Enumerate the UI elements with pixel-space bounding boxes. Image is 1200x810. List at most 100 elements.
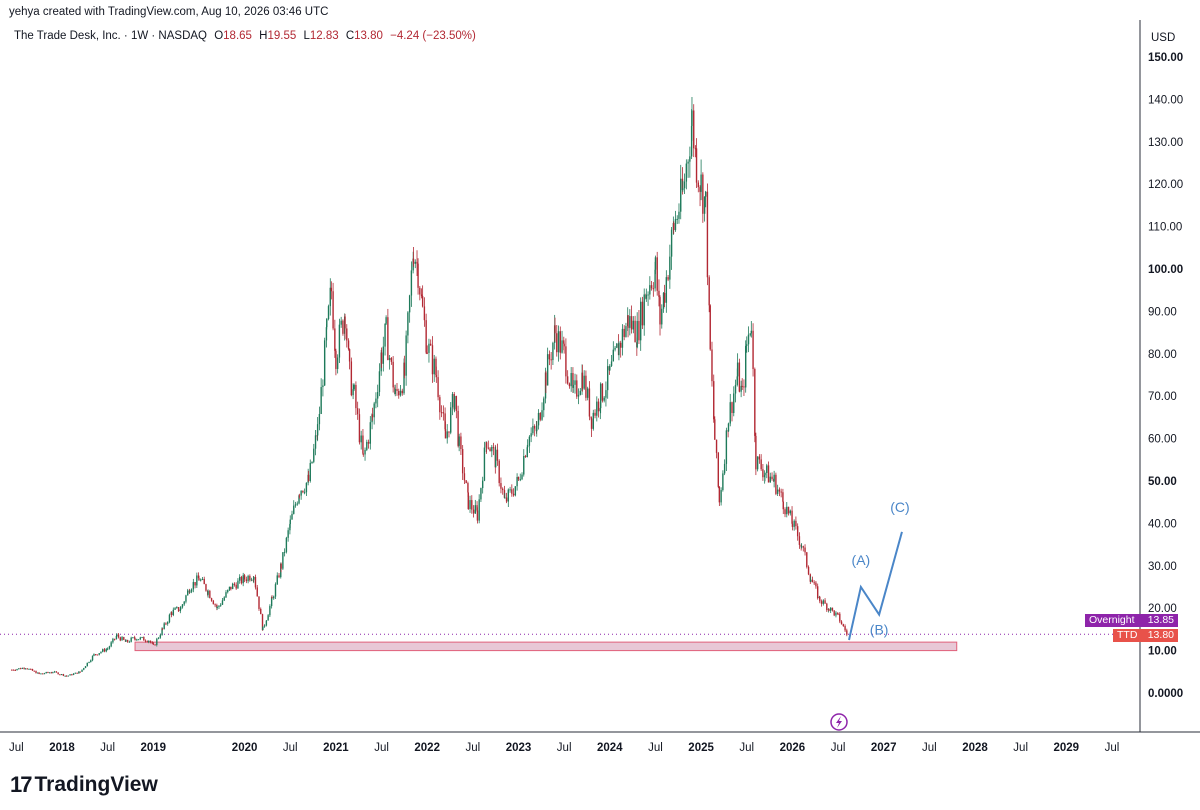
price-axis[interactable]: USD 150.00 140.00 130.00 120.00 110.00 100.00 9… — [1148, 32, 1183, 700]
candle-body — [465, 480, 467, 484]
candle-body — [250, 579, 253, 581]
candle-body — [313, 448, 315, 462]
candle-body — [334, 328, 336, 351]
candle-body — [588, 388, 591, 417]
candle-body — [260, 608, 262, 615]
candle-body — [189, 591, 191, 593]
candle-body — [21, 667, 24, 669]
candle-body — [183, 601, 185, 605]
candle-body — [231, 583, 234, 590]
candle-body — [198, 578, 200, 581]
candle-body — [35, 671, 37, 674]
candle-body — [366, 441, 368, 450]
candle-body — [713, 381, 715, 420]
candle-body — [463, 473, 466, 481]
candle-body — [149, 640, 152, 643]
candle-body — [444, 429, 447, 439]
candle-body — [577, 394, 580, 397]
candle-body — [844, 626, 846, 631]
candle-body — [358, 414, 361, 443]
candle-body — [605, 390, 607, 398]
candle-body — [798, 536, 801, 545]
candle-body — [152, 643, 154, 645]
candle-body — [693, 110, 695, 149]
candle-body — [714, 419, 716, 440]
candle-body — [342, 320, 344, 334]
candle-body — [811, 579, 814, 583]
wave-projection-layer: (A) (B) (C) — [848, 499, 910, 641]
candle-body — [314, 435, 317, 449]
candle-body — [144, 640, 147, 642]
attribution-text: yehya created with TradingView.com, Aug … — [9, 6, 329, 18]
candle-body — [846, 630, 848, 635]
candle-body — [216, 606, 218, 608]
candle-body — [38, 672, 40, 674]
symbol-name[interactable]: The Trade Desk, Inc. · 1W · NASDAQ — [14, 30, 207, 42]
candle-body — [428, 343, 430, 353]
x-tick-label: Jul — [283, 742, 298, 754]
high-label: H — [259, 30, 268, 42]
candle-body — [581, 372, 584, 389]
candle-body — [764, 472, 766, 476]
candle-body — [453, 395, 456, 410]
candle-body — [344, 316, 346, 329]
x-tick-label: Jul — [374, 742, 389, 754]
candle-body — [545, 372, 547, 386]
y-tick-label: 40.00 — [1148, 518, 1177, 530]
candle-body — [603, 397, 605, 401]
candle-body — [396, 389, 398, 391]
candle-body — [815, 582, 817, 587]
candle-body — [300, 490, 302, 496]
candle-body — [12, 669, 15, 671]
candle-body — [682, 188, 684, 191]
candle-body — [78, 671, 80, 674]
candle-body — [311, 461, 313, 464]
y-tick-label: 70.00 — [1148, 391, 1177, 403]
x-tick-label: 2025 — [688, 742, 714, 754]
candle-body — [619, 342, 622, 348]
candle-body — [399, 390, 402, 396]
candle-body — [623, 328, 625, 337]
candle-body — [327, 306, 330, 320]
candle-body — [346, 328, 348, 341]
candle-body — [532, 426, 534, 434]
candle-body — [746, 344, 748, 346]
x-tick-label: Jul — [1105, 742, 1120, 754]
support-zone-layer — [0, 633, 1140, 652]
candle-body — [100, 651, 102, 654]
candle-body — [174, 608, 176, 610]
wave-label: (C) — [890, 499, 909, 515]
candle-body — [296, 503, 298, 505]
time-axis[interactable]: Jul 2018 Jul 2019 2020 Jul 2021 Jul 2022 Jul 2023 J… — [9, 742, 1119, 754]
candle-body — [585, 375, 587, 398]
candle-body — [754, 369, 756, 436]
candle-body — [778, 489, 781, 492]
candle-body — [574, 380, 576, 385]
candle-body — [718, 486, 721, 503]
candle-body — [804, 547, 806, 553]
candle-body — [30, 668, 32, 670]
candle-body — [185, 595, 187, 602]
candle-body — [329, 287, 331, 307]
candle-body — [594, 412, 596, 416]
candle-body — [650, 285, 653, 289]
candle-body — [749, 333, 751, 335]
candle-body — [786, 506, 788, 515]
candle-body — [192, 582, 195, 590]
candle-body — [196, 575, 198, 586]
y-tick-label: 60.00 — [1148, 434, 1177, 446]
candle-body — [773, 474, 775, 482]
overnight-price-tag: Overnight 13.85 — [1085, 614, 1178, 627]
candle-body — [24, 668, 27, 670]
candle-body — [134, 638, 136, 640]
candle-body — [550, 359, 552, 361]
candle-body — [285, 537, 288, 552]
tradingview-logo[interactable]: 17 TradingView — [10, 772, 158, 798]
candle-body — [796, 526, 799, 537]
earnings-event-icon[interactable] — [830, 713, 848, 731]
candle-body — [103, 649, 106, 652]
x-tick-label: 2029 — [1054, 742, 1080, 754]
candle-body — [376, 391, 379, 399]
y-tick-label: 110.00 — [1148, 222, 1182, 234]
